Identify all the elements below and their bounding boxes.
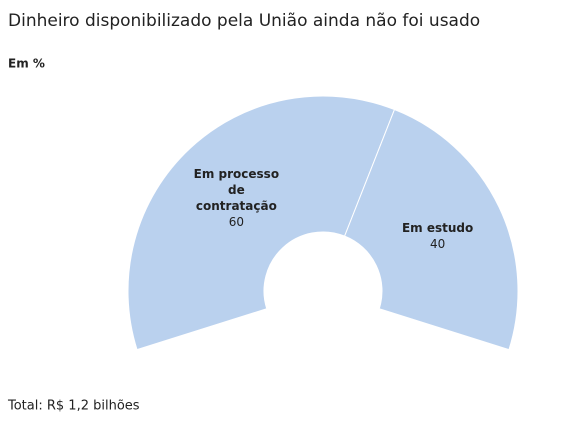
chart-title: Dinheiro disponibilizado pela União aind… xyxy=(8,11,480,31)
slice-value: 60 xyxy=(228,215,245,230)
donut-slice xyxy=(127,95,396,351)
chart-footer: Total: R$ 1,2 bilhões xyxy=(7,399,140,414)
slice-label-box: Em processo de contratação 60 xyxy=(186,158,286,238)
slice-name: Em processo de contratação xyxy=(193,167,280,214)
slice-value: 40 xyxy=(429,237,446,252)
slice-label-box: Em estudo 40 xyxy=(388,196,488,276)
donut-slice xyxy=(343,108,519,351)
chart-subtitle: Em % xyxy=(8,57,45,71)
slice-name: Em estudo xyxy=(401,221,474,236)
